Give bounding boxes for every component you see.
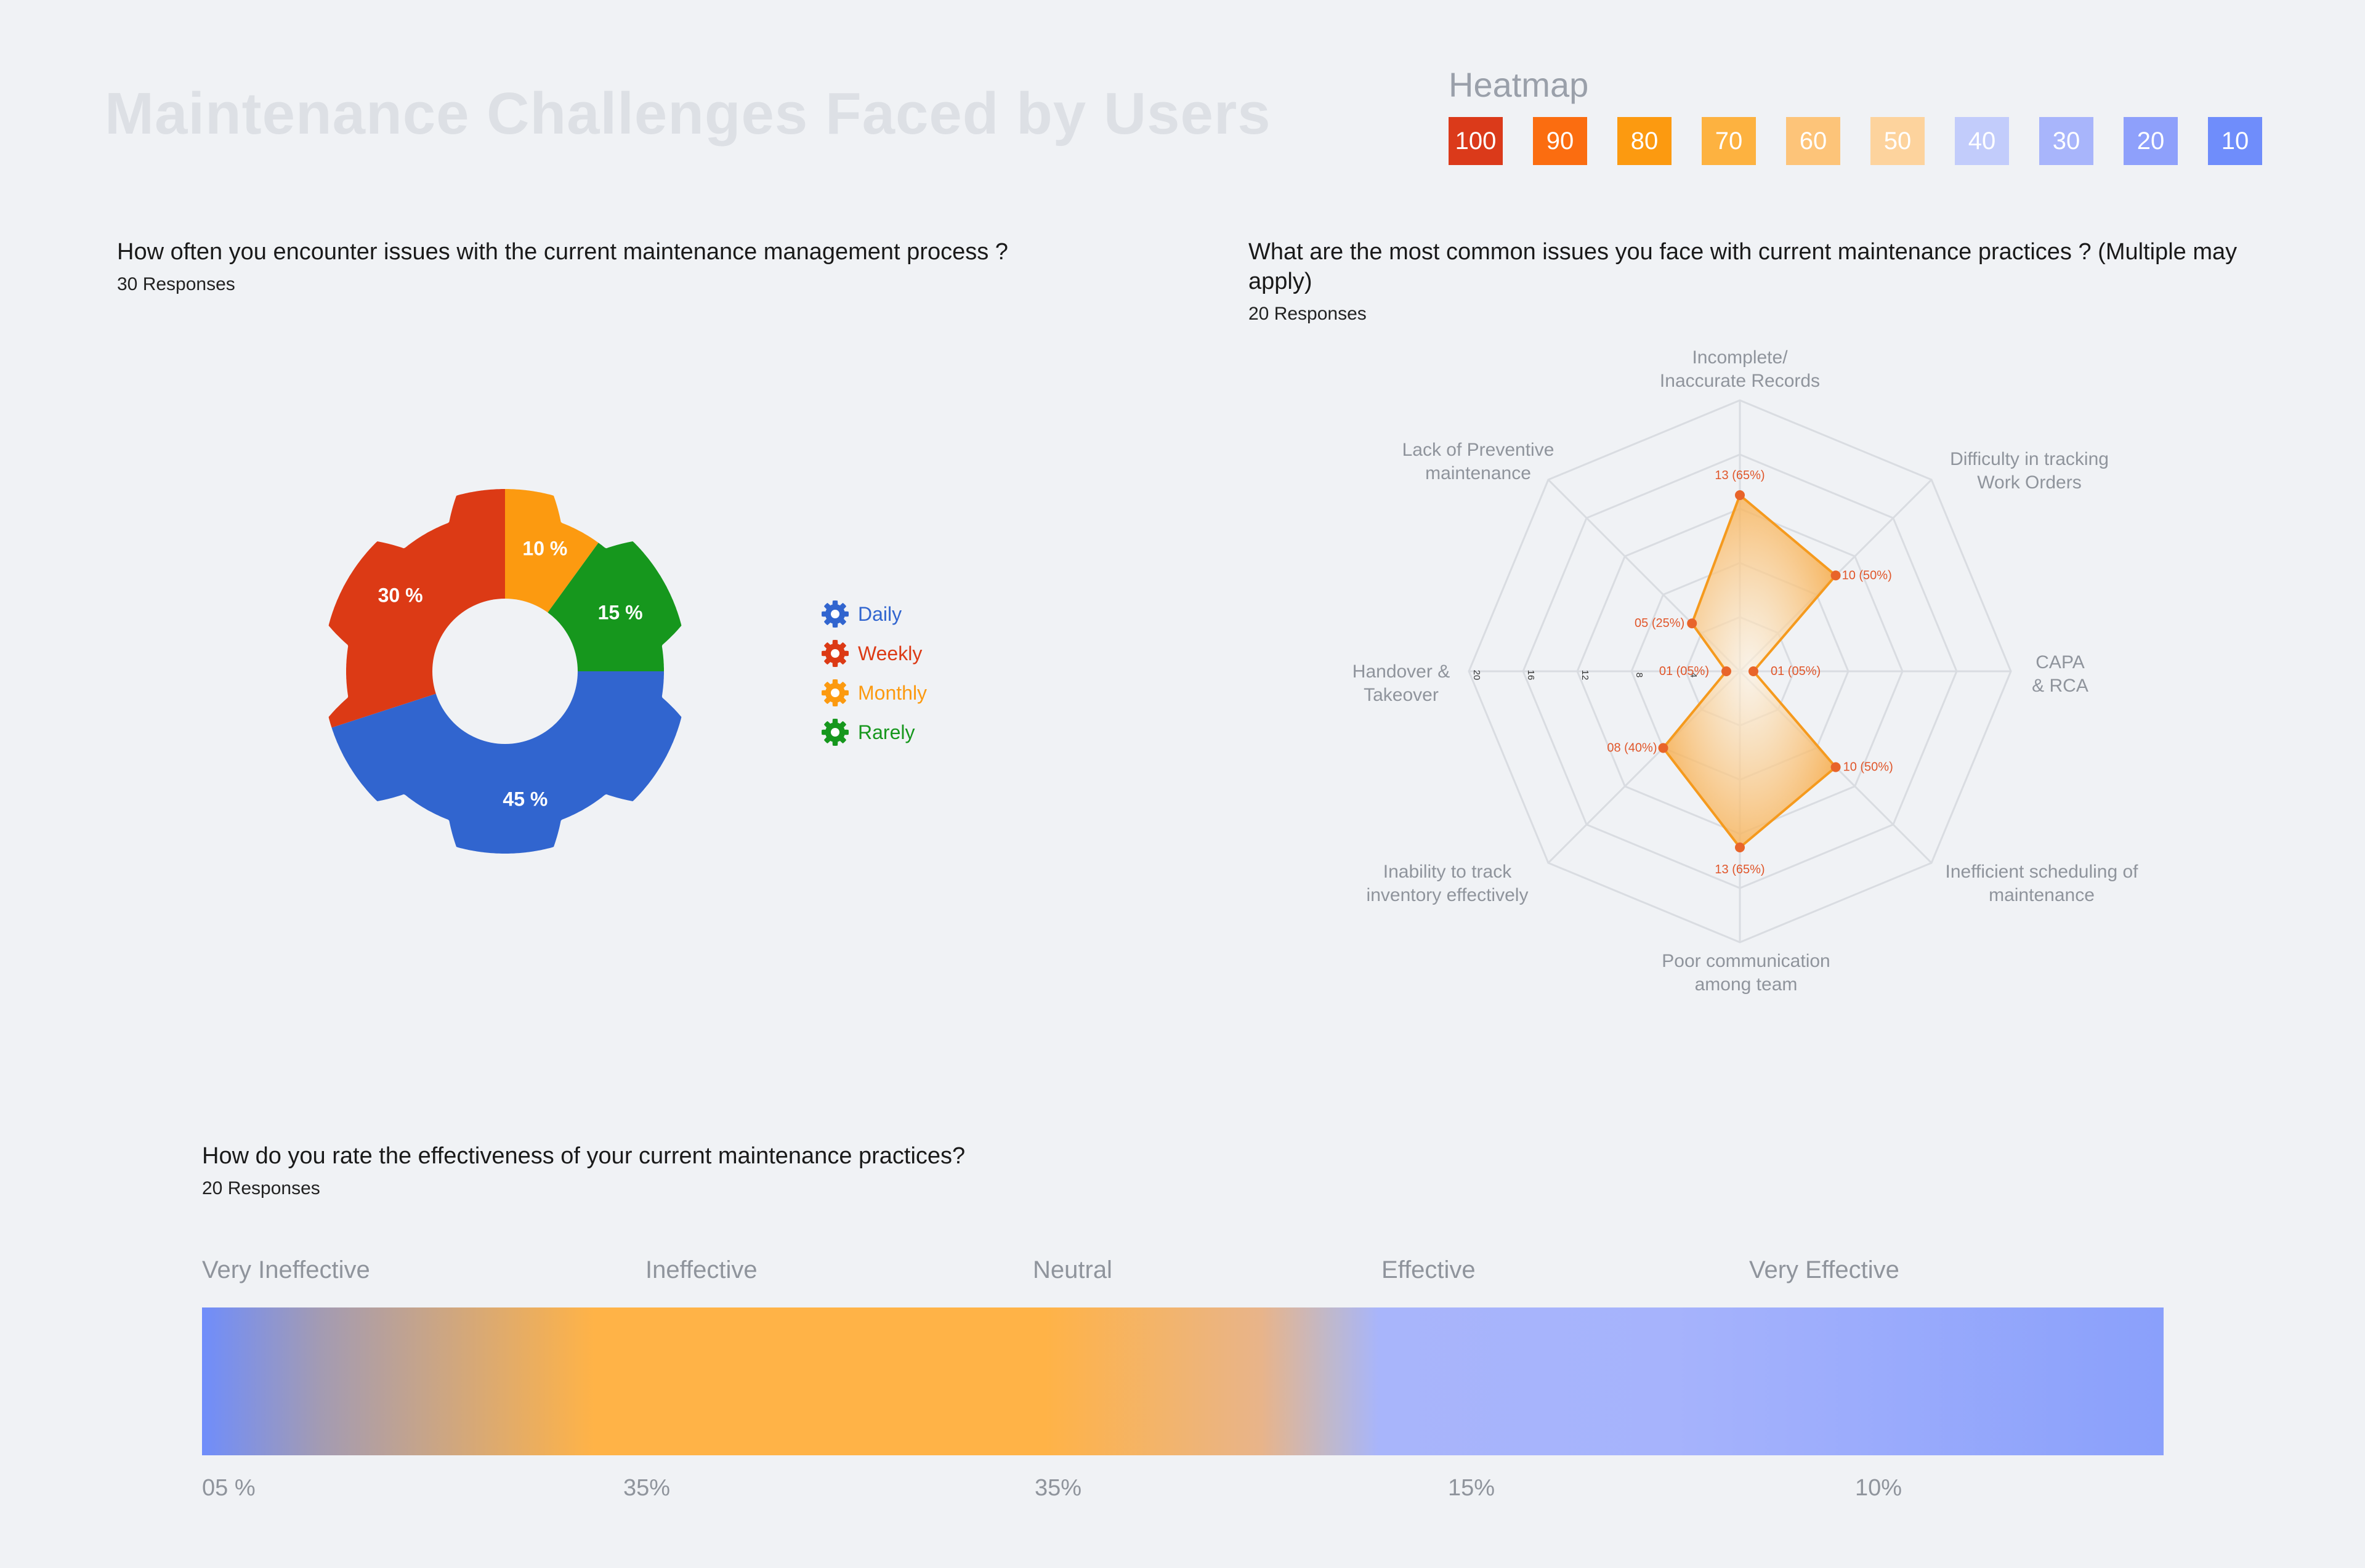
gear-segment-rarely <box>505 489 682 671</box>
radar-axis-label: Difficulty in tracking Work Orders <box>1950 449 2109 493</box>
question-frequency: How often you encounter issues with the … <box>117 237 1164 295</box>
effectiveness-percent-label: 15% <box>1448 1475 1495 1501</box>
gear-icon <box>822 719 849 746</box>
gear-donut-chart: 10 % 15 % 45 % 30 % <box>328 489 682 854</box>
effectiveness-category-label: Ineffective <box>645 1256 758 1283</box>
radar-point <box>1830 570 1841 581</box>
radar-tick-label: 20 <box>1471 670 1482 681</box>
radar-point <box>1658 743 1668 753</box>
radar-point <box>1687 618 1697 629</box>
legend-item-weekly: Weekly <box>821 634 927 673</box>
question-title: What are the most common issues you face… <box>1248 239 2238 294</box>
gear-label-monthly: 10 % <box>522 537 567 559</box>
radar-axis-label: Incomplete/Inaccurate Records <box>1660 347 1820 391</box>
legend-item-daily: Daily <box>821 594 927 634</box>
heatmap-cell: 20 <box>2124 117 2178 165</box>
gear-chart-legend: Daily Weekly Monthly Rarely <box>821 594 927 752</box>
effectiveness-percent-label: 35% <box>1035 1475 1082 1501</box>
effectiveness-category-label: Very Effective <box>1749 1256 1899 1283</box>
radar-point <box>1748 666 1758 676</box>
heatmap-cell: 10 <box>2208 117 2262 165</box>
response-count: 20 Responses <box>202 1178 320 1198</box>
heatmap-cell: 30 <box>2039 117 2093 165</box>
response-count: 20 Responses <box>1248 304 1367 324</box>
radar-value-label: 05 (25%) <box>1635 616 1684 630</box>
effectiveness-percent-labels: 05 % 35% 35% 15% 10% <box>0 1475 2365 1512</box>
radar-axis-label: Inability to track inventory effectively <box>1367 862 1529 905</box>
radar-chart: 4 8 12 16 20 13 (65%) 10 (50%) 01 (05%) 10 (50%)… <box>1352 347 2139 995</box>
question-title: How do you rate the effectiveness of you… <box>202 1143 966 1169</box>
legend-label: Weekly <box>858 642 923 665</box>
gear-label-rarely: 15 % <box>598 602 643 624</box>
question-title: How often you encounter issues with the … <box>117 239 1008 265</box>
legend-label: Monthly <box>858 681 928 704</box>
effectiveness-percent-label: 10% <box>1855 1475 1902 1501</box>
gear-segment-daily <box>328 671 682 854</box>
radar-point <box>1735 490 1745 500</box>
effectiveness-category-label: Neutral <box>1033 1256 1112 1283</box>
heatmap-cell: 90 <box>1533 117 1587 165</box>
radar-tick-label: 12 <box>1580 670 1590 681</box>
gear-hole <box>432 599 578 744</box>
radar-value-label: 10 (50%) <box>1843 761 1893 774</box>
legend-item-monthly: Monthly <box>821 673 927 713</box>
effectiveness-percent-label: 35% <box>623 1475 671 1501</box>
radar-tick-label: 16 <box>1526 670 1536 681</box>
radar-point <box>1830 762 1841 772</box>
heatmap-cell: 80 <box>1617 117 1672 165</box>
radar-value-label: 01 (05%) <box>1659 665 1709 678</box>
gear-label-weekly: 30 % <box>378 584 423 607</box>
radar-axis-label: Lack of Preventive maintenance <box>1402 440 1554 483</box>
heatmap-cell: 60 <box>1786 117 1840 165</box>
response-count: 30 Responses <box>117 274 235 294</box>
gear-label-daily: 45 % <box>503 788 548 810</box>
heatmap-cell: 50 <box>1870 117 1925 165</box>
question-effectiveness: How do you rate the effectiveness of you… <box>202 1141 1311 1199</box>
effectiveness-category-labels: Very Ineffective Ineffective Neutral Effect… <box>0 1256 2365 1293</box>
legend-item-rarely: Rarely <box>821 713 927 752</box>
effectiveness-category-label: Effective <box>1381 1256 1476 1283</box>
page-title: Maintenance Challenges Faced by Users <box>105 81 1271 147</box>
legend-label: Daily <box>858 602 902 625</box>
radar-point <box>1721 666 1731 676</box>
radar-axis-label: Inefficient scheduling of maintenance <box>1946 862 2139 905</box>
heatmap-label: Heatmap <box>1449 65 1589 104</box>
heatmap-cell: 100 <box>1449 117 1503 165</box>
gear-icon <box>822 640 849 667</box>
radar-axis-label: CAPA & RCA <box>2032 652 2088 696</box>
radar-tick-label: 8 <box>1634 673 1644 677</box>
radar-value-label: 13 (65%) <box>1715 863 1765 876</box>
radar-value-label: 01 (05%) <box>1771 665 1821 678</box>
radar-tick-label: 4 <box>1688 673 1699 677</box>
effectiveness-gradient-bar <box>202 1307 2164 1455</box>
gear-icon <box>822 600 849 628</box>
legend-label: Rarely <box>858 721 915 743</box>
radar-axis-label: Handover & Takeover <box>1352 661 1450 705</box>
heatmap-cell: 70 <box>1702 117 1756 165</box>
effectiveness-category-label: Very Ineffective <box>202 1256 370 1283</box>
radar-value-label: 08 (40%) <box>1607 742 1657 755</box>
effectiveness-percent-label: 05 % <box>202 1475 256 1501</box>
radar-value-label: 10 (50%) <box>1842 568 1892 582</box>
radar-point <box>1735 843 1745 852</box>
question-common-issues: What are the most common issues you face… <box>1248 237 2283 325</box>
gear-icon <box>822 679 849 706</box>
radar-value-label: 13 (65%) <box>1715 469 1765 482</box>
heatmap-legend: Heatmap 100 90 80 70 60 50 40 30 20 10 <box>1449 65 2262 165</box>
radar-axis-label: Poor communication among team <box>1662 951 1830 995</box>
heatmap-cell: 40 <box>1955 117 2009 165</box>
heatmap-row: 100 90 80 70 60 50 40 30 20 10 <box>1449 117 2262 165</box>
